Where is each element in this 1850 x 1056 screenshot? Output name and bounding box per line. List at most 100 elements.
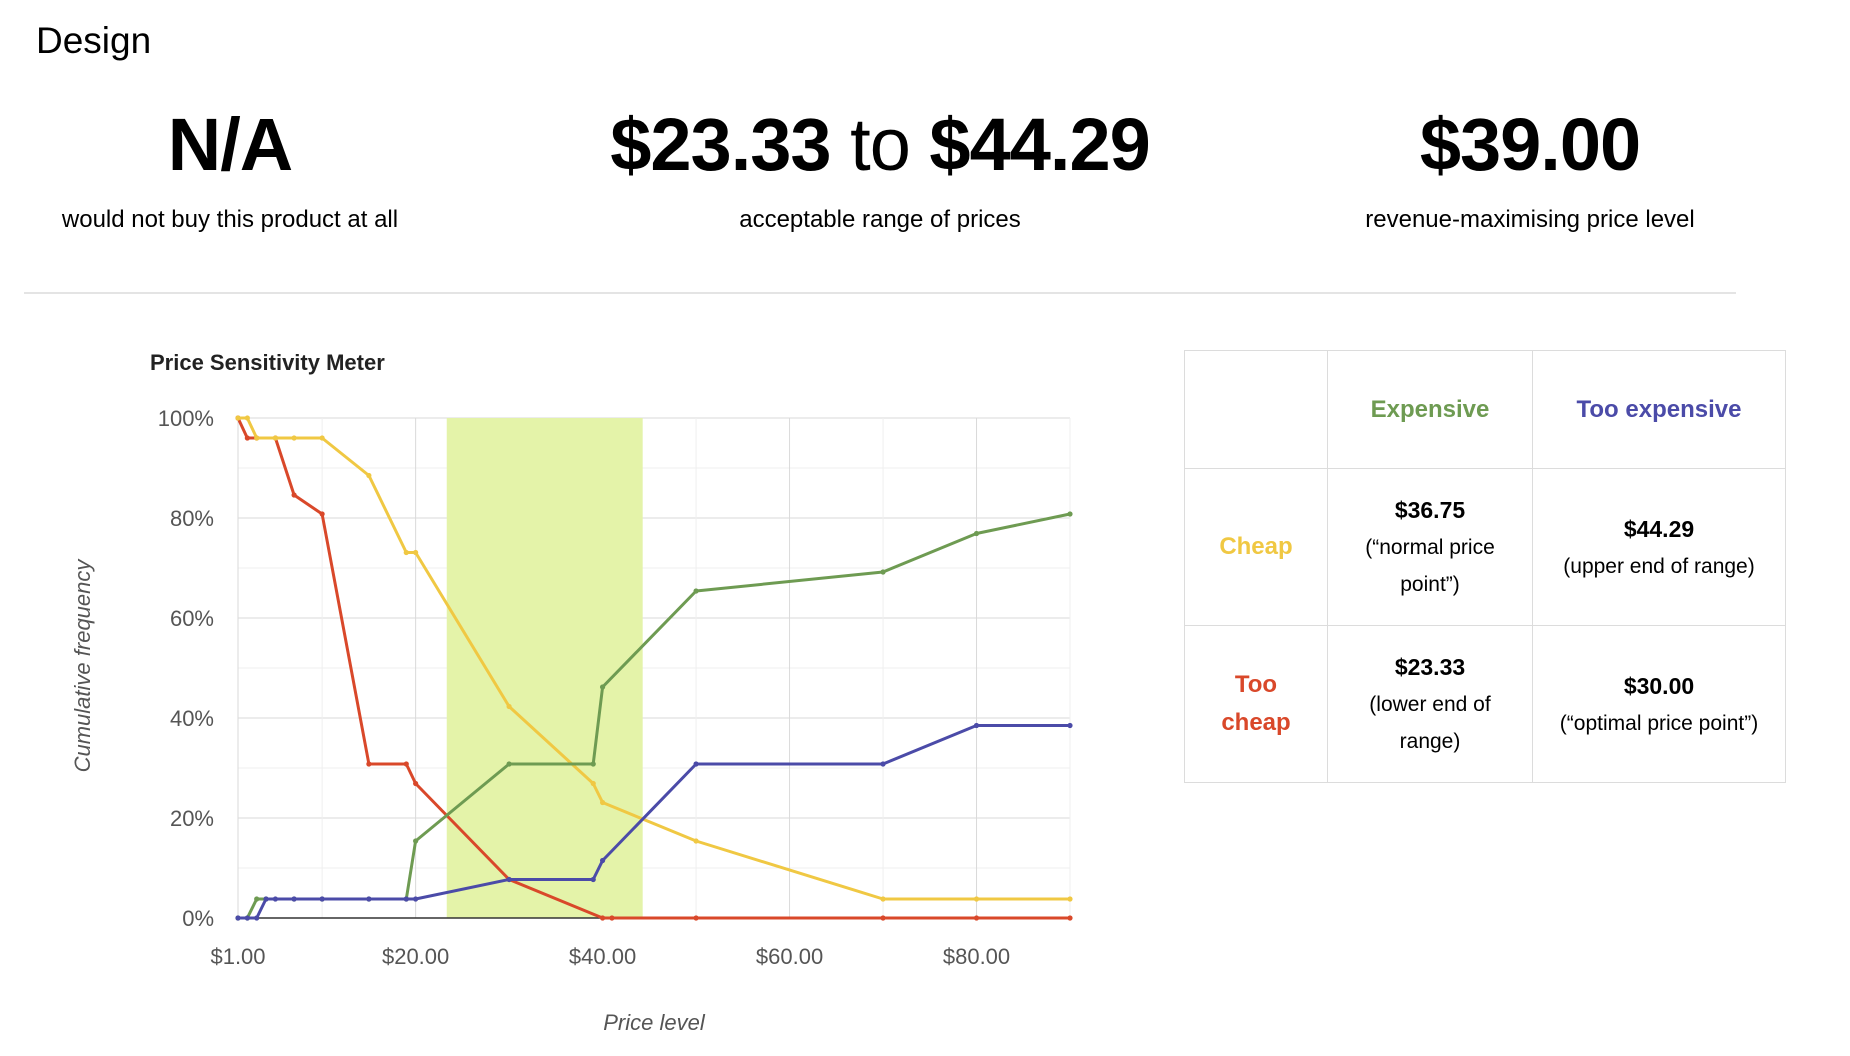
series-point-3 — [506, 761, 512, 767]
cell-too-cheap-too-expensive: $30.00 (“optimal price point”) — [1532, 625, 1786, 783]
cell-too-cheap-expensive-note: (lower end of range) — [1369, 693, 1491, 753]
psm-results-table: Expensive Too expensive Cheap $36.75 (“n… — [1184, 350, 1786, 783]
series-point-2 — [693, 838, 699, 844]
row-header-too-cheap: Too cheap — [1184, 625, 1328, 783]
stat-acceptable-range: $23.33 to $44.29 acceptable range of pri… — [580, 100, 1180, 234]
series-point-4 — [1067, 722, 1073, 729]
series-point-3 — [590, 761, 596, 767]
series-point-1 — [973, 915, 980, 921]
series-point-4 — [319, 896, 325, 902]
acceptable-range-band — [446, 418, 643, 918]
series-point-2 — [403, 549, 409, 556]
header-expensive-label: Expensive — [1370, 395, 1490, 423]
series-point-4 — [403, 896, 409, 902]
series-point-3 — [254, 896, 260, 902]
series-point-3 — [413, 838, 419, 844]
series-point-4 — [263, 896, 269, 902]
series-point-2 — [272, 435, 278, 441]
stat-acceptable-range-caption: acceptable range of prices — [739, 206, 1021, 233]
range-high: $44.29 — [929, 103, 1150, 186]
stat-revenue-max-caption: revenue-maximising price level — [1365, 206, 1695, 233]
series-line-4 — [238, 724, 1070, 920]
series-point-4 — [599, 857, 606, 864]
series-point-3 — [599, 684, 606, 690]
series-point-1 — [693, 915, 699, 921]
y-tick-label: 60% — [170, 606, 214, 631]
series-point-1 — [880, 915, 886, 921]
x-axis-label: Price level — [603, 1010, 706, 1035]
series-point-1 — [366, 761, 372, 767]
series-point-4 — [291, 896, 297, 902]
x-tick-label: $80.00 — [943, 944, 1010, 969]
header-expensive: Expensive — [1327, 350, 1533, 469]
series-point-2 — [291, 435, 297, 441]
cell-cheap-too-expensive-note: (upper end of range) — [1563, 554, 1755, 578]
series-point-2 — [413, 549, 419, 556]
series-line-2 — [238, 416, 1070, 901]
series-point-1 — [319, 511, 325, 517]
y-tick-label: 80% — [170, 506, 214, 531]
row-header-cheap: Cheap — [1184, 468, 1328, 626]
range-low: $23.33 — [610, 103, 831, 186]
series-point-2 — [1067, 896, 1073, 902]
series-point-3 — [880, 569, 886, 575]
y-axis-label: Cumulative frequency — [70, 558, 95, 773]
stat-revenue-max: $39.00 revenue-maximising price level — [1330, 100, 1730, 234]
stat-revenue-max-value: $39.00 — [1419, 103, 1641, 186]
cell-too-cheap-too-expensive-note: (“optimal price point”) — [1559, 711, 1759, 735]
series-point-1 — [413, 780, 419, 787]
series-point-2 — [880, 896, 886, 902]
chart-shade-layer — [446, 418, 643, 918]
cell-cheap-too-expensive: $44.29 (upper end of range) — [1532, 468, 1786, 626]
table-corner-cell — [1184, 350, 1328, 469]
cell-too-cheap-too-expensive-value: $30.00 — [1623, 672, 1695, 699]
series-point-2 — [973, 896, 980, 902]
chart-grid — [237, 417, 1071, 918]
x-tick-label: $1.00 — [210, 944, 265, 969]
divider — [24, 292, 1736, 294]
series-point-2 — [599, 799, 606, 806]
series-point-2 — [244, 415, 250, 421]
series-point-4 — [880, 761, 886, 767]
series-point-2 — [366, 472, 372, 479]
stat-not-buy-caption: would not buy this product at all — [61, 206, 399, 233]
series-point-3 — [973, 530, 980, 537]
x-tick-label: $40.00 — [569, 944, 636, 969]
series-point-2 — [235, 415, 241, 421]
chart-series-layer — [235, 415, 1073, 921]
series-line-3 — [238, 512, 1071, 920]
series-point-2 — [319, 435, 325, 441]
series-point-4 — [235, 915, 241, 921]
series-point-2 — [254, 435, 260, 441]
series-point-4 — [366, 896, 372, 902]
series-point-1 — [599, 915, 606, 921]
series-point-3 — [1067, 511, 1073, 517]
stat-acceptable-range-value: $23.33 to $44.29 — [580, 100, 1180, 190]
chart-tick-labels: 0% 20% 40% 60% 80% 100% $1.00 $20.00 $40.00 $60.0… — [158, 406, 1010, 969]
y-tick-label: 40% — [170, 706, 214, 731]
row-header-too-cheap-label: Too cheap — [1221, 671, 1291, 736]
price-sensitivity-chart: Price Sensitivity Meter 0% 20% 40% 60% 80% 10… — [70, 350, 1073, 1035]
series-point-2 — [506, 703, 512, 710]
series-point-4 — [506, 876, 512, 883]
row-header-cheap-label: Cheap — [1219, 533, 1293, 560]
series-point-4 — [413, 896, 419, 902]
series-point-1 — [609, 915, 615, 921]
range-to: to — [850, 103, 911, 186]
y-tick-label: 20% — [170, 806, 214, 831]
cell-cheap-expensive-value: $36.75 — [1394, 497, 1466, 523]
series-point-3 — [693, 588, 699, 594]
cell-cheap-too-expensive-value: $44.29 — [1623, 515, 1695, 542]
header-too-expensive: Too expensive — [1532, 350, 1786, 469]
stat-not-buy-value: N/A — [167, 103, 293, 186]
series-point-4 — [973, 722, 980, 729]
series-point-2 — [590, 780, 596, 787]
series-point-4 — [254, 915, 260, 921]
x-tick-label: $60.00 — [756, 944, 823, 969]
series-point-4 — [244, 915, 250, 921]
series-point-4 — [693, 761, 699, 767]
series-point-1 — [291, 492, 297, 498]
series-point-1 — [1067, 915, 1073, 921]
y-tick-label: 100% — [158, 406, 214, 431]
cell-too-cheap-expensive-value: $23.33 — [1394, 654, 1466, 680]
